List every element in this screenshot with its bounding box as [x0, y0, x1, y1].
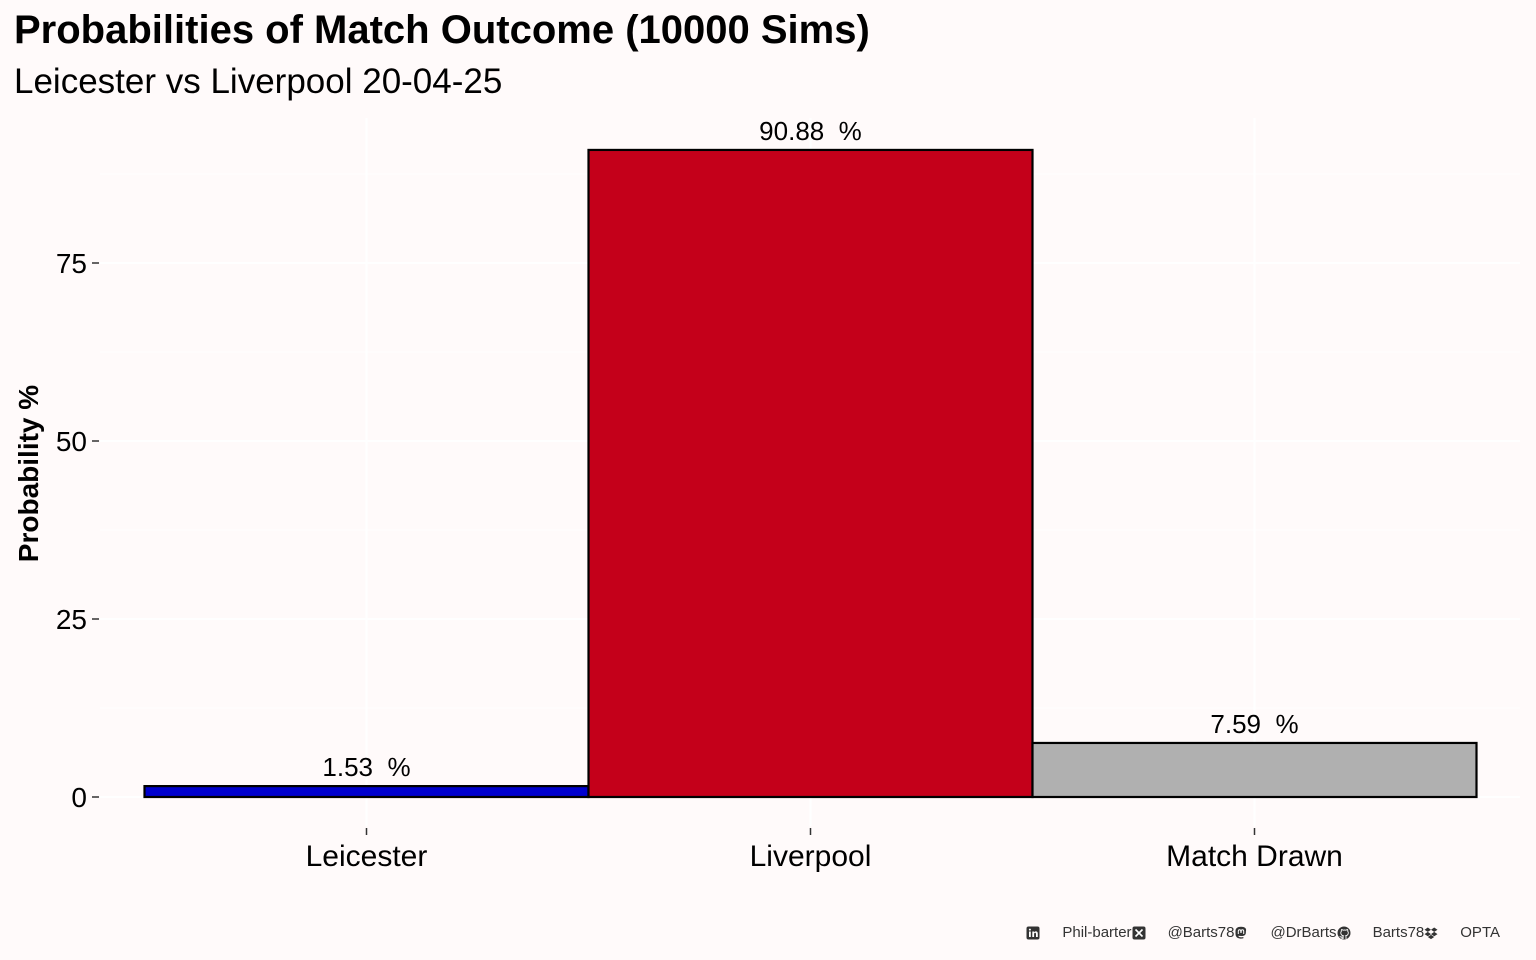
bar-leicester: [143, 785, 590, 799]
y-tick-label: 25: [56, 604, 87, 635]
dropbox-icon: [1424, 927, 1438, 939]
x-twitter-icon: [1132, 926, 1146, 939]
footer-item-x: @Barts78: [1132, 924, 1235, 941]
footer-github-label: Barts78: [1372, 924, 1425, 941]
x-tick-label: Match Drawn: [1166, 840, 1343, 873]
chart-title: Probabilities of Match Outcome (10000 Si…: [14, 8, 870, 52]
x-tick-label: Liverpool: [750, 840, 872, 873]
data-label: 7.59 %: [1210, 709, 1298, 739]
footer-linkedin-label: Phil-barter: [1062, 924, 1132, 941]
y-tick-label: 75: [56, 248, 87, 279]
data-label: 90.88 %: [759, 116, 862, 146]
footer-mastodon-label: @DrBarts: [1270, 924, 1337, 941]
y-tick-label: 0: [71, 782, 87, 813]
github-icon: [1337, 926, 1351, 939]
footer-dropbox-label: OPTA: [1460, 924, 1500, 941]
chart-subtitle: Leicester vs Liverpool 20-04-25: [14, 62, 503, 101]
credits-footer: Phil-barter @Barts78 @DrBarts Barts78: [1026, 924, 1500, 941]
linkedin-icon: [1026, 926, 1040, 939]
footer-item-dropbox: OPTA: [1424, 924, 1500, 941]
mastodon-icon: [1235, 926, 1247, 939]
footer-item-github: Barts78: [1337, 924, 1425, 941]
bar-match-drawn: [1031, 741, 1478, 799]
y-axis-label: Probability %: [13, 385, 44, 562]
data-label: 1.53 %: [322, 752, 410, 782]
footer-item-linkedin: Phil-barter: [1026, 924, 1132, 941]
footer-item-mastodon: @DrBarts: [1234, 924, 1337, 941]
x-tick-label: Leicester: [306, 840, 428, 873]
bar-liverpool: [587, 148, 1034, 799]
footer-x-label: @Barts78: [1167, 924, 1235, 941]
y-tick-label: 50: [56, 426, 87, 457]
